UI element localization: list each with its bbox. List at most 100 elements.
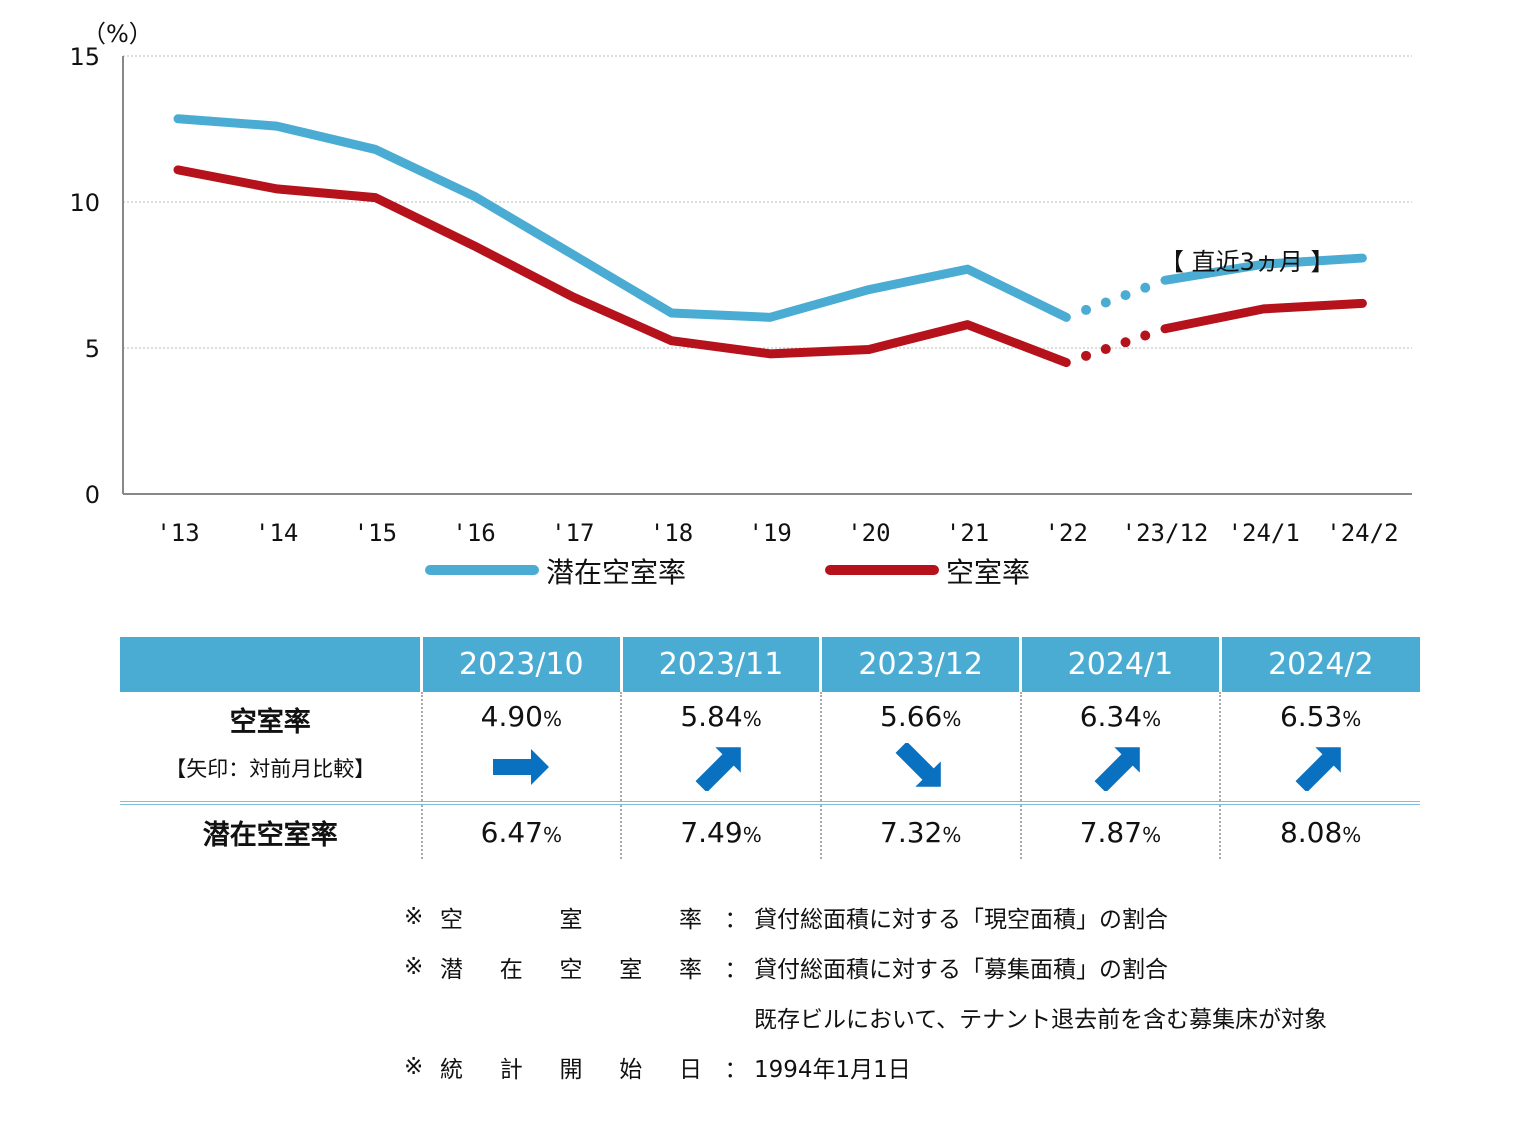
- notes: ※ 空室率：貸付総面積に対する「現空面積」の割合 ※ 潜在空室率：貸付総面積に対する「…: [404, 892, 1327, 1092]
- trend-arrow-icon: [889, 741, 953, 791]
- percent-sign: %: [1342, 707, 1362, 731]
- percent-sign: %: [1342, 822, 1362, 847]
- legend-label: 空室率: [946, 556, 1030, 589]
- x-tick-label: '14: [255, 519, 298, 547]
- potential-cell: 7.87%: [1019, 801, 1221, 859]
- vacancy-value: 6.53: [1279, 700, 1343, 733]
- y-tick-label: 15: [69, 43, 100, 71]
- vacancy-row: 空室率 【矢印：対前月比較】 4.90% 5.84% 5.66% 6.34% 6…: [120, 692, 1420, 803]
- vacancy-value: 4.90: [480, 700, 543, 733]
- vacancy-cell: 5.84%: [620, 692, 821, 803]
- table-header-row: 2023/10 2023/11 2023/12 2024/1 2024/2: [120, 637, 1420, 692]
- series-line-recent: [1160, 253, 1367, 285]
- note-label-char: 在: [499, 957, 523, 983]
- recent-annotation: 【 直近3ヵ月 】: [1160, 248, 1335, 276]
- potential-value: 8.08: [1279, 815, 1343, 849]
- percent-sign: %: [543, 707, 563, 731]
- y-unit-label: （%）: [82, 20, 153, 48]
- potential-label: 潜在空室率: [120, 801, 422, 859]
- arrow-shape: [493, 749, 550, 785]
- x-tick-label: '15: [354, 519, 397, 547]
- series-line: [173, 114, 1071, 322]
- header-corner: [120, 637, 422, 692]
- note-label: 統計開始日: [440, 1050, 718, 1084]
- potential-cell: 8.08%: [1219, 801, 1420, 859]
- note-row: 既存ビルにおいて、テナント退去前を含む募集床が対象: [404, 992, 1327, 1042]
- x-tick-label: '21: [946, 519, 989, 547]
- arrow-polygon: [895, 741, 941, 787]
- y-tick-label: 5: [85, 335, 100, 363]
- note-colon: ：: [724, 957, 748, 983]
- trend-arrow-icon: [1289, 743, 1353, 793]
- arrow-polygon: [1295, 747, 1341, 793]
- y-tick-label: 0: [85, 481, 100, 509]
- x-tick-label: '19: [749, 519, 792, 547]
- arrow-polygon: [493, 749, 550, 785]
- note-label-char: 始: [619, 1057, 643, 1083]
- header-col: 2023/10: [420, 637, 622, 692]
- vacancy-row-label: 空室率 【矢印：対前月比較】: [120, 692, 422, 803]
- percent-sign: %: [1142, 707, 1162, 731]
- note-text: 1994年1月1日: [754, 1057, 911, 1083]
- note-mark: ※: [404, 1054, 424, 1080]
- percent-sign: %: [1142, 822, 1162, 847]
- series-gap-dot: [1081, 350, 1092, 361]
- header-col: 2024/1: [1019, 637, 1221, 692]
- note-label-char: 室: [619, 957, 643, 983]
- trend-arrow-icon: [489, 743, 553, 791]
- percent-sign: %: [742, 822, 762, 847]
- arrow-polygon: [1094, 747, 1141, 793]
- x-tick-label: '16: [452, 519, 495, 547]
- note-label-char: 開: [559, 1057, 583, 1083]
- vacancy-cell: 6.34%: [1019, 692, 1221, 803]
- x-tick-label: '13: [156, 519, 199, 547]
- note-label-char: 率: [679, 957, 702, 983]
- note-label-char: 空: [559, 957, 583, 983]
- note-label: 潜在空室率: [440, 950, 718, 984]
- x-tick-label: '20: [847, 519, 890, 547]
- series-gap-dot: [1081, 304, 1092, 315]
- x-tick-label: '23/12: [1122, 519, 1209, 547]
- note-label: 空室率: [440, 900, 718, 934]
- note-colon: ：: [724, 1057, 748, 1083]
- potential-row: 潜在空室率 6.47% 7.49% 7.32% 7.87% 8.08%: [120, 801, 1420, 859]
- x-tick-label: '24/1: [1228, 519, 1300, 547]
- potential-value: 6.47: [480, 815, 543, 849]
- note-mark: ※: [404, 954, 424, 980]
- note-label-char: 計: [499, 1057, 523, 1083]
- potential-value: 7.87: [1079, 815, 1143, 849]
- potential-value: 7.49: [680, 815, 743, 849]
- series-gap-dot: [1100, 344, 1111, 355]
- percent-sign: %: [942, 822, 962, 847]
- vacancy-value: 5.66: [880, 700, 943, 733]
- line-chart: 0 5 10 15 '13 '14 '15 '16 '17 '18 '19 '20 '21 '22 '23…: [69, 20, 1412, 589]
- percent-sign: %: [543, 822, 563, 847]
- percent-sign: %: [742, 707, 762, 731]
- vacancy-value: 6.34: [1079, 700, 1143, 733]
- series-line: [173, 165, 1071, 368]
- arrow-polygon: [695, 747, 741, 793]
- note-row: ※ 空 室 率 ：貸付総面積に対する「現空面積」の割合: [404, 892, 1327, 942]
- potential-value: 7.32: [880, 815, 943, 849]
- arrow-shape: [1295, 747, 1341, 793]
- arrow-shape: [895, 741, 941, 787]
- x-tick-label: '18: [650, 519, 693, 547]
- series-gap-dot: [1140, 330, 1151, 341]
- arrow-shape: [695, 747, 741, 793]
- note-row: ※ 統 計 開 始 日 ： 1994年1月1日: [404, 1042, 1327, 1092]
- vacancy-sublabel: 【矢印：対前月比較】: [165, 757, 376, 781]
- note-label-char: 空: [440, 907, 463, 933]
- summary-table: 2023/10 2023/11 2023/12 2024/1 2024/2 空室…: [120, 637, 1420, 859]
- percent-sign: %: [942, 707, 962, 731]
- series-gap-dot: [1100, 297, 1111, 308]
- trend-arrow-icon: [689, 743, 753, 793]
- header-col: 2023/12: [819, 637, 1021, 692]
- vacancy-value: 5.84: [680, 700, 743, 733]
- series-gap-dot: [1120, 337, 1131, 348]
- x-tick-label: '22: [1045, 519, 1088, 547]
- series-line-recent: [1160, 298, 1367, 334]
- y-tick-label: 10: [69, 189, 100, 217]
- vacancy-cell: 5.66%: [819, 692, 1021, 803]
- x-tick-label: '24/2: [1326, 519, 1398, 547]
- note-row: ※ 潜 在 空 室 率 ：貸付総面積に対する「募集面積」の割合: [404, 942, 1327, 992]
